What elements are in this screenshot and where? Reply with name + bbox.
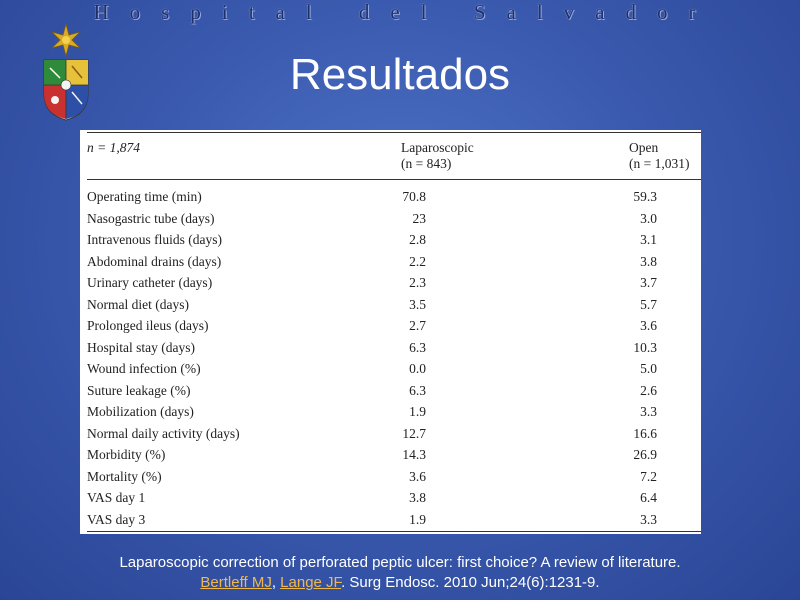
row-label: VAS day 1	[87, 490, 146, 505]
row-label: Hospital stay (days)	[87, 339, 195, 355]
open-value: 59.3	[633, 189, 657, 204]
table-row: Hospital stay (days) 6.3 10.3	[80, 338, 701, 360]
open-value: 5.0	[640, 361, 657, 376]
open-value: 26.9	[633, 447, 657, 462]
table-bottom-rule	[87, 531, 701, 532]
row-label: Prolonged ileus (days)	[87, 318, 209, 333]
open-value: 7.2	[640, 468, 657, 484]
row-label: Intravenous fluids (days)	[87, 232, 222, 247]
open-value: 3.3	[640, 511, 657, 527]
laparoscopic-value: 6.3	[409, 339, 426, 355]
open-value: 6.4	[640, 490, 657, 505]
sample-size-label: n = 1,874	[87, 140, 140, 155]
open-value: 16.6	[633, 425, 657, 441]
row-label: Nasogastric tube (days)	[87, 210, 215, 226]
table-header-rule	[87, 179, 701, 180]
table-row: Wound infection (%) 0.0 5.0	[80, 359, 701, 381]
row-label: VAS day 3	[87, 511, 146, 527]
citation-title: Laparoscopic correction of perforated pe…	[119, 554, 681, 571]
table-row: Morbidity (%) 14.3 26.9	[80, 445, 701, 467]
table-row: Intravenous fluids (days) 2.8 3.1	[80, 230, 701, 252]
laparoscopic-n: (n = 843)	[401, 156, 452, 171]
row-label: Mobilization (days)	[87, 404, 194, 419]
laparoscopic-label: Laparoscopic	[401, 140, 474, 155]
laparoscopic-value: 2.8	[409, 232, 426, 247]
table-row: Mobilization (days) 1.9 3.3	[80, 402, 701, 424]
laparoscopic-value: 2.2	[409, 253, 426, 269]
open-header: Open (n = 1,031)	[629, 140, 689, 172]
table-row: VAS day 3 1.9 3.3	[80, 510, 701, 532]
table-row: Urinary catheter (days) 2.3 3.7	[80, 273, 701, 295]
author-link-lange[interactable]: Lange JF	[280, 574, 342, 591]
row-label: Mortality (%)	[87, 468, 162, 484]
institution-header: Hospital del Salvador	[93, 0, 717, 24]
open-value: 3.7	[640, 275, 657, 290]
row-label: Operating time (min)	[87, 189, 202, 204]
citation-separator: ,	[271, 574, 281, 591]
open-value: 2.6	[640, 382, 657, 398]
laparoscopic-value: 2.3	[409, 275, 426, 290]
author-link-bertleff[interactable]: Bertleff MJ	[200, 574, 272, 591]
open-value: 3.1	[640, 232, 657, 247]
laparoscopic-value: 6.3	[409, 382, 426, 398]
table-row: Suture leakage (%) 6.3 2.6	[80, 381, 701, 403]
citation-journal: . Surg Endosc. 2010 Jun;24(6):1231-9.	[341, 574, 600, 591]
row-label: Urinary catheter (days)	[87, 275, 213, 290]
laparoscopic-value: 0.0	[409, 361, 426, 376]
laparoscopic-value: 12.7	[402, 425, 426, 441]
open-n: (n = 1,031)	[629, 156, 690, 171]
row-label: Wound infection (%)	[87, 361, 201, 376]
row-label: Suture leakage (%)	[87, 382, 191, 398]
table-body: Operating time (min) 70.8 59.3 Nasogastric …	[80, 187, 701, 531]
open-value: 5.7	[640, 296, 657, 312]
laparoscopic-value: 1.9	[409, 511, 426, 527]
laparoscopic-value: 3.5	[409, 296, 426, 312]
results-table: n = 1,874 Laparoscopic (n = 843) Open (n…	[80, 130, 701, 534]
table-row: Prolonged ileus (days) 2.7 3.6	[80, 316, 701, 338]
laparoscopic-value: 14.3	[402, 447, 426, 462]
row-label: Normal diet (days)	[87, 296, 189, 312]
laparoscopic-value: 3.6	[409, 468, 426, 484]
sample-size-header: n = 1,874	[87, 140, 140, 156]
table-row: Normal diet (days) 3.5 5.7	[80, 295, 701, 317]
university-coat-of-arms-icon	[43, 22, 89, 121]
table-row: Mortality (%) 3.6 7.2	[80, 467, 701, 489]
open-label: Open	[629, 140, 659, 155]
table-row: Operating time (min) 70.8 59.3	[80, 187, 701, 209]
open-value: 3.0	[640, 210, 657, 226]
open-value: 3.6	[640, 318, 657, 333]
laparoscopic-value: 2.7	[409, 318, 426, 333]
laparoscopic-header: Laparoscopic (n = 843)	[401, 140, 474, 172]
laparoscopic-value: 3.8	[409, 490, 426, 505]
row-label: Normal daily activity (days)	[87, 425, 240, 441]
laparoscopic-value: 23	[412, 210, 427, 226]
table-row: VAS day 1 3.8 6.4	[80, 488, 701, 510]
row-label: Abdominal drains (days)	[87, 253, 222, 269]
table-top-rule	[87, 132, 701, 133]
table-row: Nasogastric tube (days) 23 3.0	[80, 209, 701, 231]
row-label: Morbidity (%)	[87, 447, 166, 462]
open-value: 3.3	[640, 404, 657, 419]
laparoscopic-value: 1.9	[409, 404, 426, 419]
open-value: 3.8	[640, 253, 657, 269]
citation: Laparoscopic correction of perforated pe…	[0, 553, 800, 593]
citation-source: Bertleff MJ, Lange JF. Surg Endosc. 2010…	[0, 573, 800, 593]
laparoscopic-value: 70.8	[402, 189, 426, 204]
slide-title: Resultados	[289, 50, 511, 99]
open-value: 10.3	[633, 339, 657, 355]
table-row: Abdominal drains (days) 2.2 3.8	[80, 252, 701, 274]
table-row: Normal daily activity (days) 12.7 16.6	[80, 424, 701, 446]
